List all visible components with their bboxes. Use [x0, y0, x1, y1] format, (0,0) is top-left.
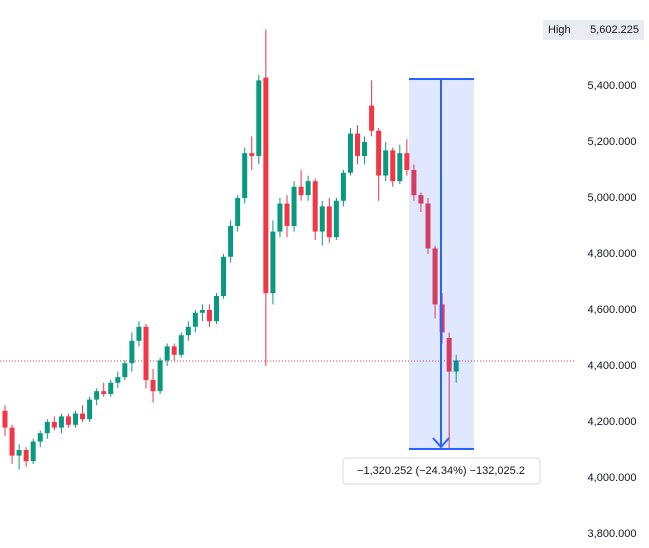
- candle-body: [157, 360, 163, 392]
- y-tick-label: 3,800.000: [588, 528, 637, 540]
- candle-body: [23, 449, 29, 462]
- measure-arrowhead: [432, 437, 450, 449]
- candle-body: [136, 326, 142, 341]
- candle-body: [30, 441, 36, 462]
- candle-body: [235, 197, 241, 226]
- candle-body: [143, 326, 149, 380]
- candle-body: [277, 203, 283, 232]
- y-tick-label: 4,600.000: [588, 304, 637, 316]
- candle-body: [94, 391, 100, 400]
- candle-body: [228, 225, 234, 257]
- candle-body: [390, 150, 396, 182]
- candles: [2, 29, 459, 470]
- candle-body: [446, 337, 452, 372]
- candle-body: [411, 169, 417, 196]
- y-tick-label: 4,800.000: [588, 248, 637, 260]
- candle-body: [340, 172, 346, 201]
- candle-body: [439, 304, 445, 333]
- candle-body: [362, 141, 368, 156]
- candle-body: [256, 80, 262, 156]
- candle-body: [312, 181, 318, 232]
- y-tick-label: 4,200.000: [588, 416, 637, 428]
- candle-body: [178, 335, 184, 355]
- candle-body: [326, 206, 332, 238]
- candle-body: [150, 379, 156, 392]
- candle-body: [404, 153, 410, 170]
- candle-body: [171, 346, 177, 355]
- candle-body: [383, 150, 389, 176]
- candle-body: [369, 105, 375, 131]
- candle-body: [425, 203, 431, 249]
- measure-label: −1,320.252 (−24.34%) −132,025.2: [357, 465, 525, 477]
- candle-body: [115, 377, 121, 383]
- measure-label-box: [342, 457, 541, 485]
- candle-body: [185, 326, 191, 336]
- candle-body: [263, 77, 269, 294]
- candle-body: [214, 295, 219, 322]
- candle-body: [164, 346, 170, 361]
- candle-body: [80, 413, 86, 420]
- y-tick-label: 5,200.000: [588, 136, 637, 148]
- candle-body: [270, 231, 276, 294]
- candle-body: [298, 186, 304, 196]
- candle-body: [355, 133, 360, 156]
- candle-body: [129, 340, 135, 364]
- candle-body: [192, 312, 198, 327]
- candle-body: [16, 449, 22, 456]
- candle-body: [397, 153, 403, 182]
- candle-body: [206, 309, 212, 322]
- candle-body: [199, 309, 205, 313]
- y-tick-label: 5,400.000: [588, 80, 637, 92]
- high-value: 5,602.225: [590, 24, 639, 36]
- candle-body: [58, 416, 64, 428]
- candle-body: [101, 391, 107, 394]
- candle-body: [418, 195, 424, 204]
- candle-body: [284, 203, 290, 226]
- candle-body: [65, 416, 71, 425]
- candle-body: [305, 181, 311, 196]
- candle-body: [44, 421, 50, 434]
- candle-body: [319, 206, 325, 232]
- candle-body: [122, 363, 128, 378]
- candle-body: [432, 248, 438, 305]
- high-box: [543, 20, 644, 40]
- candle-body: [376, 130, 382, 176]
- candle-body: [51, 421, 57, 428]
- candle-body: [453, 360, 459, 372]
- y-tick-label: 5,000.000: [588, 192, 637, 204]
- candle-body: [291, 186, 297, 226]
- candle-body: [242, 153, 248, 198]
- candle-body: [108, 382, 114, 394]
- candle-body: [87, 399, 93, 420]
- candle-body: [37, 433, 43, 442]
- candle-body: [249, 153, 255, 156]
- candle-body: [2, 410, 8, 428]
- candle-body: [347, 133, 353, 173]
- candle-body: [221, 256, 227, 296]
- high-label: High: [548, 24, 571, 36]
- candle-body: [333, 200, 339, 238]
- candle-body: [73, 413, 78, 425]
- y-tick-label: 4,000.000: [588, 472, 637, 484]
- candle-body: [9, 427, 15, 456]
- y-tick-label: 4,400.000: [588, 360, 637, 372]
